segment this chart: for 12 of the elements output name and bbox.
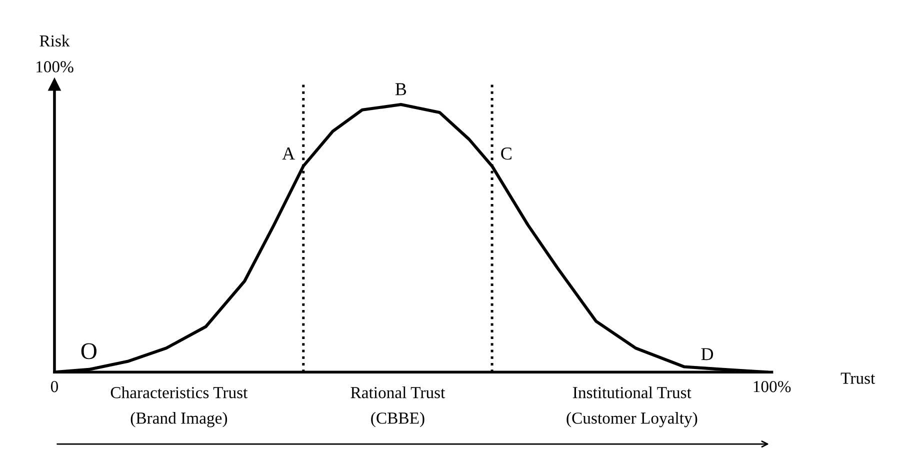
annotation: A — [282, 148, 295, 160]
text: 100% — [36, 61, 74, 72]
x-axis-title: Trust — [840, 372, 876, 384]
y-axis-title: Risk — [40, 34, 70, 47]
annotation: O — [81, 343, 96, 360]
text: Rational Trust (CBBE) — [350, 386, 446, 428]
text: Characteristics Trust (Brand Image) — [110, 386, 248, 428]
annotation: C — [501, 147, 512, 160]
annotation: B — [395, 83, 406, 96]
annotation: D — [701, 348, 714, 360]
x-tick-label: 0 — [50, 380, 58, 392]
text: Institutional Trust (Customer Loyalty) — [566, 386, 698, 428]
